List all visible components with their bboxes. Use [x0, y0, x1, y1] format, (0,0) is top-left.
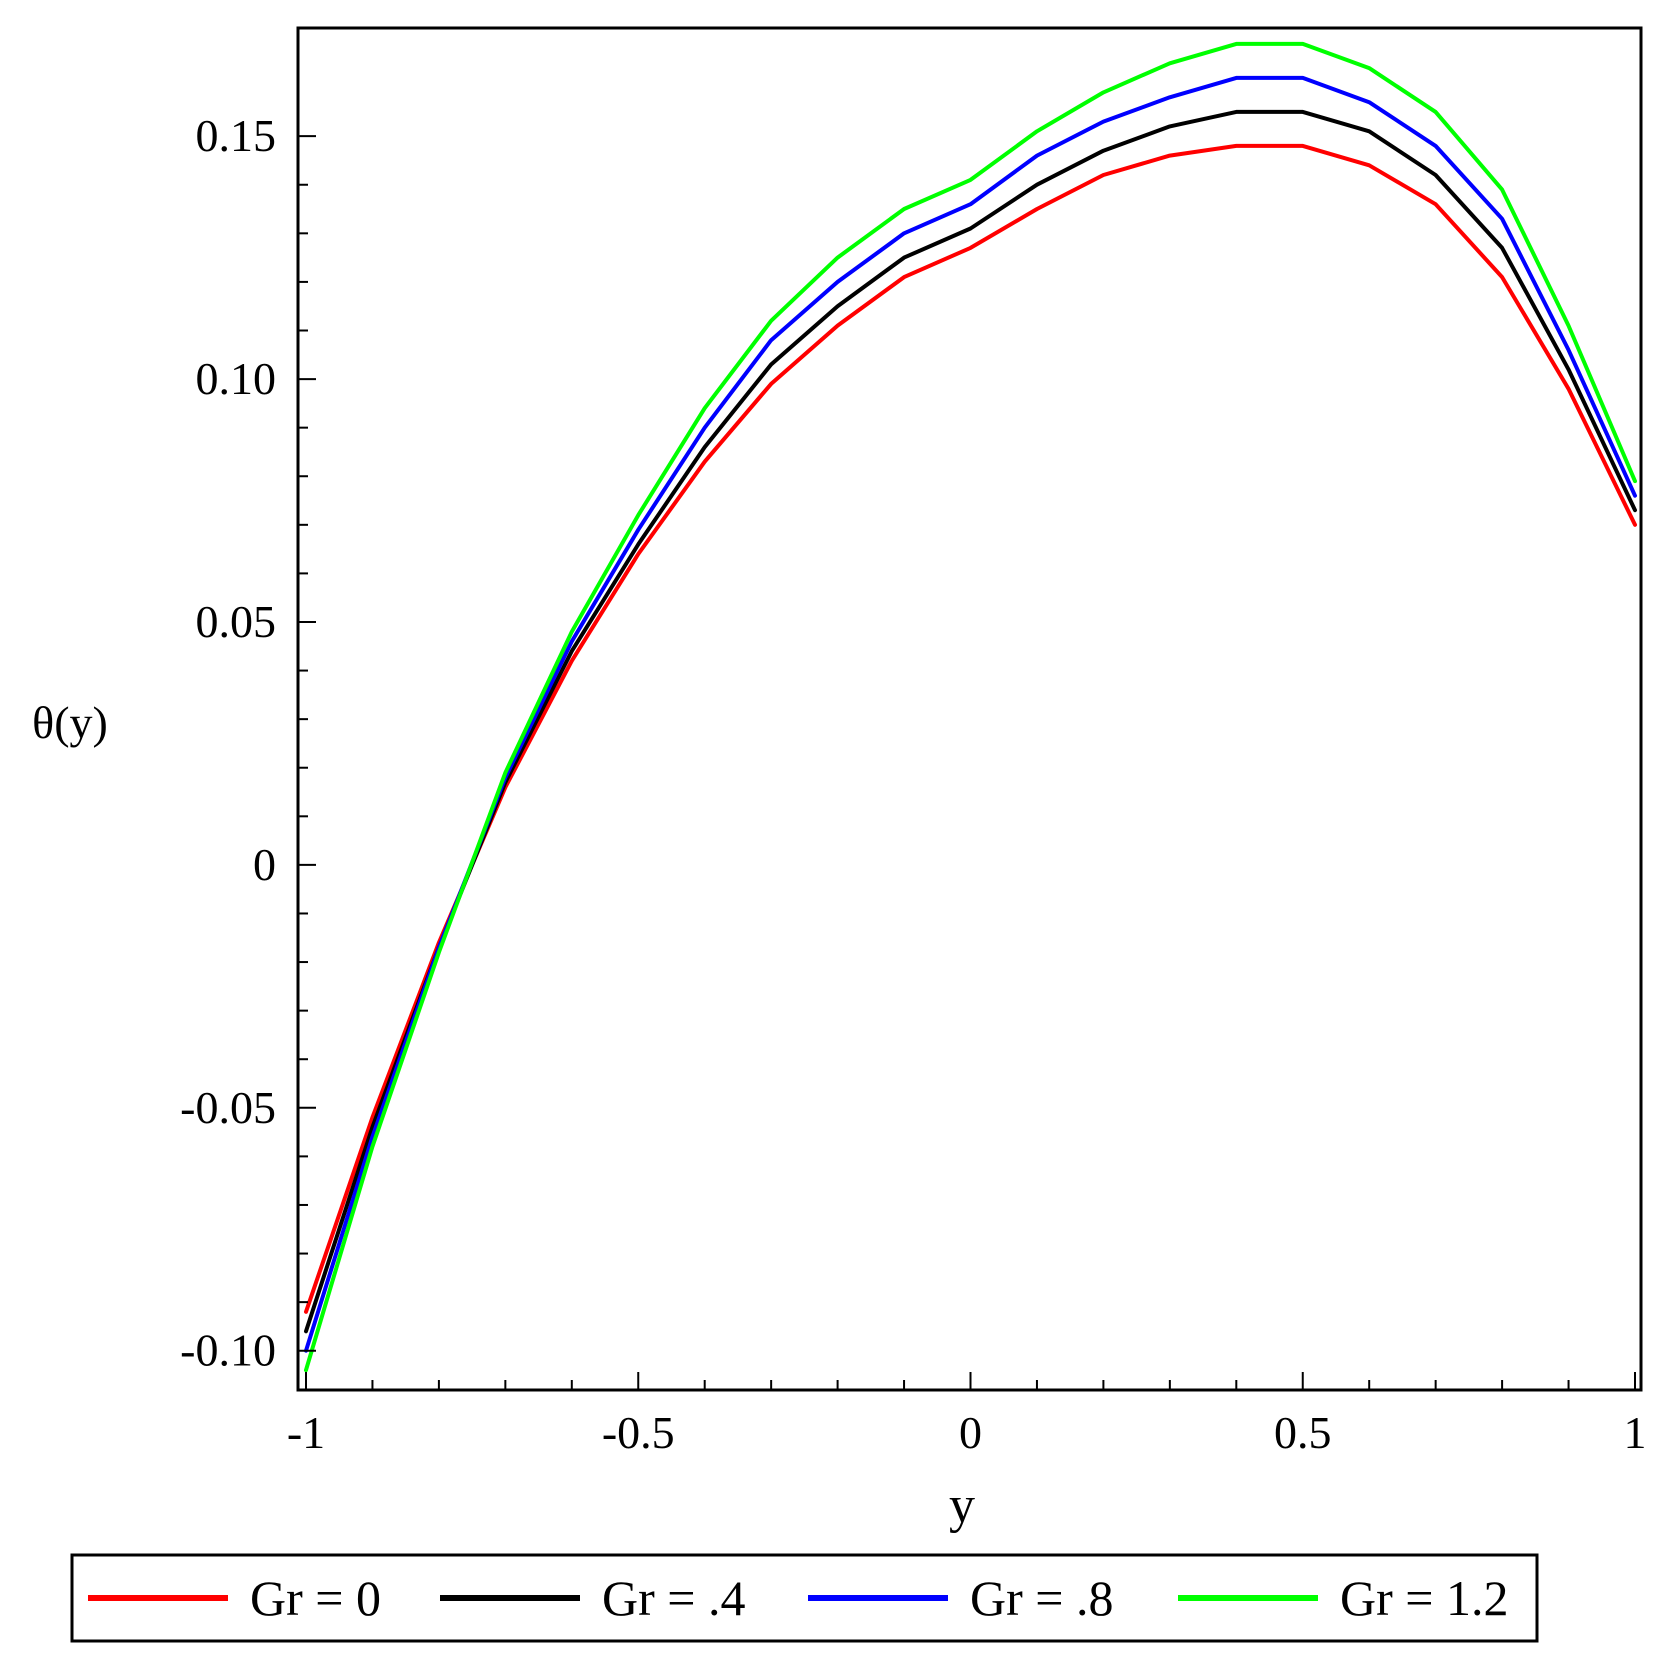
x-tick-label-1: -0.5 — [602, 1407, 675, 1458]
x-tick-label-2: 0 — [959, 1407, 982, 1458]
y-axis-label: θ(y) — [32, 697, 108, 748]
y-tick-label-1: -0.05 — [180, 1082, 276, 1133]
plot-marks — [304, 41, 1637, 1373]
legend-label-0: Gr = 0 — [250, 1570, 381, 1626]
x-tick-label-4: 1 — [1624, 1407, 1647, 1458]
legend: Gr = 0 Gr = .4 Gr = .8 Gr = 1.2 — [70, 1553, 1539, 1643]
legend-label-2: Gr = .8 — [970, 1570, 1113, 1626]
y-tick-label-4: 0.10 — [196, 353, 277, 404]
series-line-3 — [304, 41, 1637, 1373]
series-line-0 — [304, 143, 1637, 1314]
y-tick-label-0: -0.10 — [180, 1325, 276, 1376]
x-axis-label: y — [949, 1477, 975, 1534]
plot-frame — [296, 26, 1643, 1392]
y-tick-label-3: 0.05 — [196, 596, 277, 647]
series-line-1 — [304, 109, 1637, 1334]
series-line-2 — [304, 75, 1637, 1353]
x-axis-ticks: -1 -0.5 0 0.5 1 — [287, 1372, 1647, 1458]
y-axis-ticks: -0.10 -0.05 0 0.05 0.10 0.15 — [180, 110, 316, 1376]
y-tick-label-5: 0.15 — [196, 110, 277, 161]
y-tick-label-2: 0 — [253, 839, 276, 890]
legend-label-3: Gr = 1.2 — [1340, 1570, 1508, 1626]
x-tick-label-0: -1 — [287, 1407, 325, 1458]
legend-label-1: Gr = .4 — [602, 1570, 745, 1626]
x-tick-label-3: 0.5 — [1274, 1407, 1332, 1458]
